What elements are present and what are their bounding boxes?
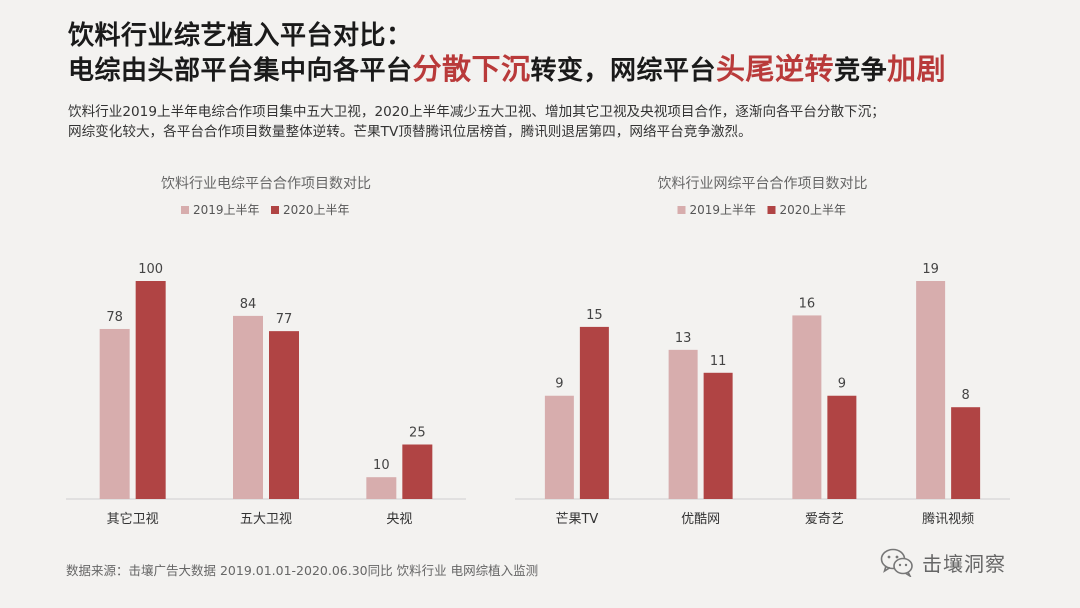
description-line-2: 网综变化较大，各平台合作项目数量整体逆转。芒果TV顶替腾讯位居榜首，腾讯则退居第… <box>68 124 752 140</box>
chart-tv-variety-svg: 饮料行业电综平台合作项目数对比 2019上半年 2020上半年 78 100 其它卫视 84… <box>66 176 466 527</box>
legend-label-1: 2020上半年 <box>283 203 350 217</box>
chart-title: 饮料行业网综平台合作项目数对比 <box>658 176 868 192</box>
data-source: 数据来源：击壤广告大数据 2019.01.01-2020.06.30同比 饮料行… <box>66 563 539 578</box>
bar-2019-1 <box>668 349 698 499</box>
chart-online-variety: 饮料行业网综平台合作项目数对比 2019上半年 2020上半年 9 15 芒果TV 13 11… <box>515 170 1010 539</box>
title-line-2: 电综由头部平台集中向各平台分散下沉转变，网综平台头尾逆转竞争加剧 <box>68 53 946 88</box>
title-highlight-3: 加剧 <box>887 52 947 86</box>
legend-swatch-1 <box>271 206 279 214</box>
legend-label-0: 2019上半年 <box>193 203 260 217</box>
title-highlight-2: 头尾逆转 <box>716 52 835 86</box>
bar-2020-0 <box>135 281 166 499</box>
bar-2019-2 <box>792 315 822 499</box>
data-label-2020-0: 100 <box>138 262 163 277</box>
title-part-1: 电综由头部平台集中向各平台 <box>68 56 413 86</box>
data-label-2019-0: 9 <box>555 377 563 392</box>
category-label-0: 芒果TV <box>555 511 598 527</box>
wechat-icon <box>880 548 913 577</box>
bar-2019-3 <box>916 281 946 499</box>
data-label-2020-1: 11 <box>710 354 727 369</box>
data-label-2019-2: 16 <box>799 296 816 311</box>
bar-2020-2 <box>827 395 857 499</box>
title-highlight-1: 分散下沉 <box>412 52 531 86</box>
bar-2020-2 <box>402 444 433 499</box>
data-label-2020-1: 77 <box>276 312 293 327</box>
bar-2019-0 <box>99 328 130 499</box>
data-label-2020-2: 25 <box>409 426 426 441</box>
brand-name: 击壤洞察 <box>922 551 1006 576</box>
bar-2019-2 <box>366 477 397 499</box>
bar-2020-3 <box>951 407 981 499</box>
chart-tv-variety: 饮料行业电综平台合作项目数对比 2019上半年 2020上半年 78 100 其它卫视 84… <box>66 170 466 539</box>
legend-label-0: 2019上半年 <box>690 203 757 217</box>
bar-2019-0 <box>544 395 574 499</box>
description-line-1: 饮料行业2019上半年电综合作项目集中五大卫视，2020上半年减少五大卫视、增加… <box>68 104 885 120</box>
description: 饮料行业2019上半年电综合作项目集中五大卫视，2020上半年减少五大卫视、增加… <box>68 102 1038 142</box>
legend-swatch-0 <box>677 206 686 214</box>
category-label-1: 优酷网 <box>681 512 720 527</box>
legend-swatch-0 <box>181 206 189 214</box>
category-label-2: 爱奇艺 <box>805 511 844 527</box>
chart-online-variety-svg: 饮料行业网综平台合作项目数对比 2019上半年 2020上半年 9 15 芒果TV 13 11… <box>515 176 1010 527</box>
title-part-2: 转变，网综平台 <box>530 56 717 86</box>
brand: 击壤洞察 <box>880 547 1006 577</box>
data-label-2019-1: 84 <box>240 297 257 312</box>
category-label-2: 央视 <box>386 512 412 527</box>
data-label-2020-2: 9 <box>838 377 846 392</box>
category-label-3: 腾讯视频 <box>922 511 974 527</box>
bar-2020-0 <box>579 326 609 499</box>
page-title: 饮料行业综艺植入平台对比： 电综由头部平台集中向各平台分散下沉转变，网综平台头尾… <box>68 20 946 88</box>
title-part-3: 竞争 <box>834 56 888 86</box>
data-label-2020-0: 15 <box>586 308 603 323</box>
category-label-1: 五大卫视 <box>240 512 292 527</box>
category-label-0: 其它卫视 <box>107 511 159 527</box>
legend-label-1: 2020上半年 <box>780 203 847 217</box>
bar-2019-1 <box>233 315 263 499</box>
bar-2020-1 <box>269 331 299 499</box>
data-label-2020-3: 8 <box>961 388 969 403</box>
data-label-2019-1: 13 <box>675 331 692 346</box>
data-label-2019-0: 78 <box>106 310 123 325</box>
bar-2020-1 <box>703 372 733 499</box>
legend-swatch-1 <box>767 206 776 214</box>
title-line-1: 饮料行业综艺植入平台对比： <box>68 21 413 51</box>
data-label-2019-2: 10 <box>373 458 390 473</box>
chart-title: 饮料行业电综平台合作项目数对比 <box>161 176 371 192</box>
data-label-2019-3: 19 <box>922 262 939 277</box>
